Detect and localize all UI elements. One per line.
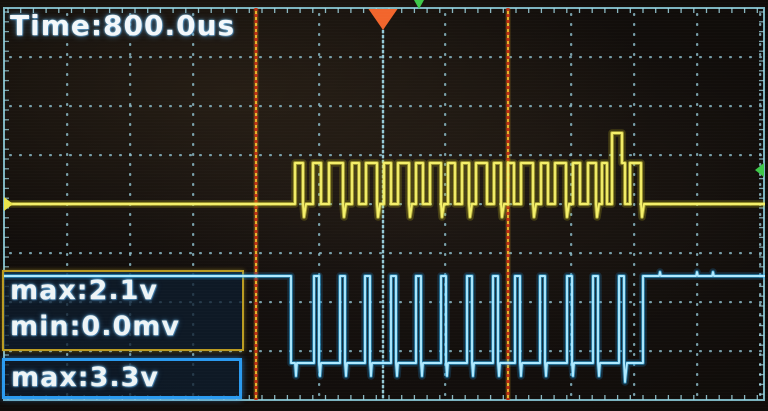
ch1-max-readout: max:2.1v: [10, 275, 158, 306]
ch2-max-readout: max:3.3v: [11, 362, 159, 393]
ch1-measurement-box: max:2.1v min:0.0mv: [2, 270, 244, 351]
ch2-measurement-box: max:3.3v: [2, 358, 242, 399]
timebase-readout: Time:800.0us: [10, 9, 236, 42]
top-green-marker-icon: [414, 0, 424, 9]
trigger-level-marker-icon: [755, 163, 764, 177]
trigger-position-marker-icon: [368, 9, 398, 30]
ch1-min-readout: min:0.0mv: [10, 311, 180, 342]
ch1-position-marker-icon: [4, 197, 13, 211]
center-gridline: [381, 8, 385, 400]
trace-ch1-yellow: [4, 129, 765, 221]
